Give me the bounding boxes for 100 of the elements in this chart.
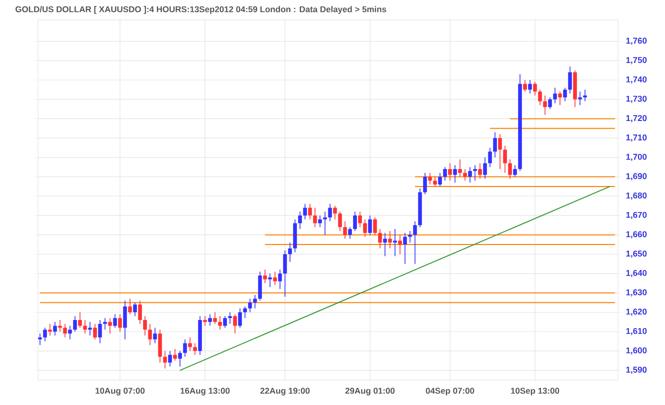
candlestick xyxy=(383,232,387,257)
candlestick xyxy=(553,87,557,104)
y-tick-label: 1,630 xyxy=(626,289,647,297)
y-tick-label: 1,600 xyxy=(626,347,647,355)
candlestick xyxy=(143,316,147,336)
candlestick xyxy=(118,314,122,332)
candlestick xyxy=(313,207,317,228)
candlestick xyxy=(493,132,497,158)
candlestick xyxy=(398,234,402,255)
candlestick xyxy=(378,228,382,249)
y-tick-label: 1,750 xyxy=(626,57,647,64)
candlestick xyxy=(283,250,287,298)
candlestick xyxy=(88,322,92,336)
candlestick xyxy=(498,134,502,170)
candlestick xyxy=(153,327,157,344)
candlestick xyxy=(543,95,547,116)
candlestick xyxy=(273,271,277,286)
candlestick xyxy=(188,337,192,352)
x-tick-label: 29Aug 01:00 xyxy=(345,388,395,396)
y-tick-label: 1,620 xyxy=(626,308,647,316)
candlestick xyxy=(178,350,182,367)
candlestick xyxy=(453,164,457,183)
candlestick xyxy=(458,158,462,178)
candlestick xyxy=(308,203,312,220)
candlestick xyxy=(253,294,257,309)
candlestick xyxy=(248,298,252,313)
y-tick-label: 1,610 xyxy=(626,328,647,336)
candlestick xyxy=(218,316,222,330)
y-tick-label: 1,740 xyxy=(626,76,647,84)
candlestick xyxy=(268,273,272,288)
candlestick xyxy=(333,205,337,220)
candlestick xyxy=(568,66,572,94)
candlestick xyxy=(83,320,87,334)
x-tick-label: 22Aug 19:00 xyxy=(260,388,310,396)
candlestick xyxy=(168,350,172,367)
candlestick xyxy=(403,232,407,264)
candlestick xyxy=(353,211,357,232)
candlestick xyxy=(438,172,442,187)
x-tick-label: 04Sep 07:00 xyxy=(426,388,474,396)
candlestick xyxy=(103,318,107,330)
candlestick xyxy=(358,211,362,228)
candlestick xyxy=(538,89,542,106)
y-tick-label: 1,690 xyxy=(626,173,647,180)
candlestick xyxy=(148,323,152,346)
candlestick xyxy=(373,217,377,236)
candlestick xyxy=(73,316,77,332)
candlestick xyxy=(93,323,97,340)
candlestick xyxy=(98,320,102,344)
candlestick xyxy=(63,323,67,338)
candlestick xyxy=(208,314,212,326)
candlestick xyxy=(38,333,42,346)
candlestick xyxy=(558,91,562,106)
candlestick xyxy=(318,215,322,228)
candlestick xyxy=(303,203,307,220)
candlestick xyxy=(298,211,302,230)
candlestick xyxy=(513,164,517,178)
candlestick xyxy=(108,318,112,334)
candlestick xyxy=(548,97,552,110)
candlestick xyxy=(193,342,197,356)
y-tick-label: 1,590 xyxy=(626,366,647,374)
candlestick xyxy=(388,230,392,249)
y-tick-label: 1,650 xyxy=(626,250,647,258)
candlestick xyxy=(468,166,472,183)
candlestick xyxy=(533,82,537,96)
y-tick-label: 1,700 xyxy=(626,154,647,162)
y-tick-label: 1,670 xyxy=(626,212,647,220)
candlestick xyxy=(258,271,262,302)
x-tick-label: 16Aug 13:00 xyxy=(180,388,230,396)
candlestick xyxy=(133,302,137,317)
candlestick xyxy=(183,338,187,358)
candlestick xyxy=(68,325,72,340)
candlestick xyxy=(478,162,482,180)
x-tick-label: 10Sep 13:00 xyxy=(511,388,560,396)
candlestick xyxy=(128,298,132,315)
candlestick xyxy=(233,314,237,334)
candlestick xyxy=(158,329,162,363)
candlestick xyxy=(238,308,242,328)
candlestick xyxy=(173,348,177,362)
candlestick xyxy=(363,218,367,238)
candlestick xyxy=(528,80,532,94)
candlestick xyxy=(223,316,227,328)
candlestick xyxy=(428,172,432,185)
candlestick xyxy=(483,157,487,180)
candlestick xyxy=(508,158,512,180)
candlestick xyxy=(368,215,372,236)
candlestick xyxy=(583,89,587,102)
candlestick xyxy=(113,314,117,328)
candlestick xyxy=(463,168,467,182)
candlestick xyxy=(263,269,267,284)
y-tick-label: 1,720 xyxy=(626,115,647,122)
candlestick xyxy=(343,220,347,240)
candlestick xyxy=(43,327,47,342)
candlestick xyxy=(243,306,247,318)
y-tick-label: 1,760 xyxy=(626,38,647,45)
candlestick xyxy=(323,211,327,236)
candlestick xyxy=(433,176,437,187)
candlestick xyxy=(163,350,167,369)
candlestick xyxy=(123,300,127,340)
candlestick xyxy=(138,300,142,324)
candlestick xyxy=(228,312,232,324)
